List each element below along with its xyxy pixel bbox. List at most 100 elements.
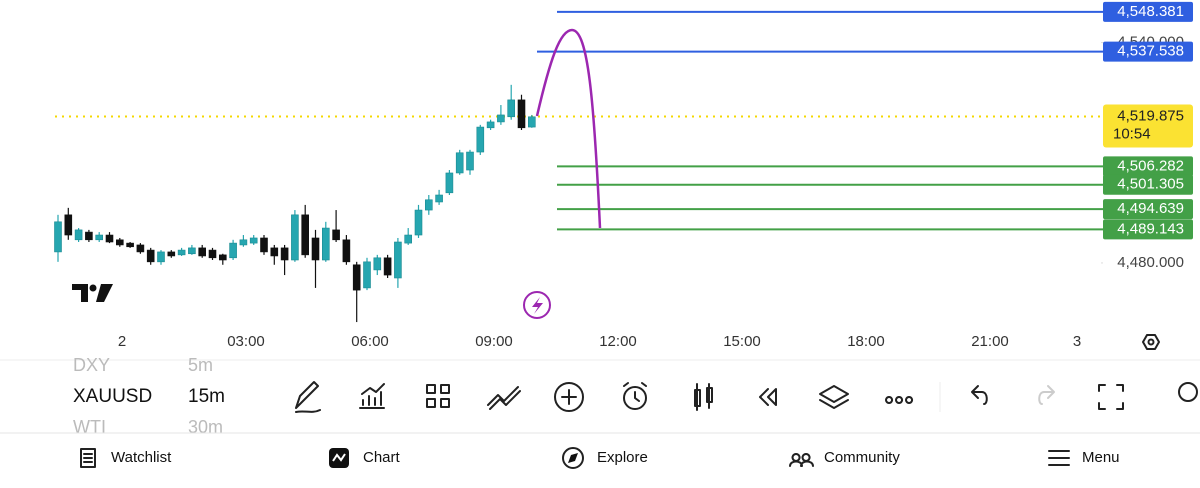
candle-body (260, 237, 268, 253)
axis-settings[interactable] (1142, 334, 1160, 350)
candle-body (466, 151, 474, 171)
bottom-nav: Watchlist Chart Explore Community Menu (80, 447, 1120, 469)
level-tag (1103, 156, 1193, 177)
countdown: 10:54 (1113, 125, 1151, 142)
candle-body (126, 242, 134, 248)
level-tag (1103, 174, 1193, 195)
alert[interactable] (623, 386, 647, 410)
compare[interactable] (487, 386, 521, 410)
candle-body (404, 234, 413, 244)
candle-body (352, 264, 361, 291)
interval[interactable]: 30m (188, 417, 223, 437)
alert-bolt (532, 297, 543, 314)
fullscreen[interactable] (1098, 384, 1124, 410)
drawing-curve[interactable] (535, 28, 602, 229)
candle-body (136, 244, 145, 253)
candle-body (239, 239, 248, 246)
candle-body (198, 247, 206, 257)
candle-body (167, 251, 176, 257)
x-tick-label: 21:00 (971, 333, 1009, 350)
candle-body (95, 234, 103, 241)
layouts[interactable] (426, 384, 450, 408)
candle-body (249, 237, 258, 244)
candle-body (527, 116, 536, 128)
toolbar: DXY 5m XAUUSD 15m WTI 30m (73, 355, 1198, 437)
candle-body (74, 229, 83, 241)
candle-body (280, 247, 289, 261)
alert-hands (623, 382, 647, 402)
nav-item[interactable]: Menu (1082, 449, 1120, 466)
add[interactable] (554, 382, 584, 412)
candle-body (383, 257, 392, 276)
symbol[interactable]: XAUUSD (73, 386, 152, 407)
x-tick-label: 2 (118, 333, 126, 350)
candle-body (435, 194, 443, 203)
level-label: 4,489.143 (1117, 220, 1184, 237)
redo[interactable] (1038, 385, 1055, 405)
community-icon (789, 453, 814, 467)
candle-body (517, 99, 526, 129)
level-label: 4,494.639 (1117, 200, 1184, 217)
symbol[interactable]: WTI (73, 417, 106, 437)
candle-body (219, 254, 227, 261)
level-label: 4,537.538 (1117, 43, 1184, 60)
menu-icon (1048, 450, 1070, 466)
explore-icon (562, 447, 584, 469)
x-tick-label: 03:00 (227, 333, 265, 350)
candle-body (486, 121, 495, 129)
y-tick-label: 4,480.000 (1117, 254, 1184, 271)
candle-body (476, 126, 485, 153)
x-tick-label: 12:00 (599, 333, 637, 350)
objects[interactable] (819, 385, 849, 409)
candle-body (373, 257, 382, 271)
x-tick-label: 09:00 (475, 333, 513, 350)
x-tick-label: 3 (1073, 333, 1081, 350)
nav-item[interactable]: Chart (363, 449, 401, 466)
logo (72, 284, 113, 302)
chart-type[interactable] (694, 383, 713, 411)
x-tick-label: 06:00 (351, 333, 389, 350)
axis-settings-dot (1147, 338, 1155, 346)
level-tag (1103, 219, 1193, 240)
candle-body (85, 231, 93, 241)
replay[interactable] (759, 388, 777, 406)
candle-body (229, 242, 237, 259)
level-label: 4,501.305 (1117, 176, 1184, 193)
candle-body (54, 221, 62, 253)
level-tag (1103, 199, 1193, 220)
draw-tool[interactable] (295, 381, 321, 413)
candle-body (455, 152, 464, 174)
nav-item[interactable]: Community (824, 449, 900, 466)
current-price-tag (1103, 104, 1193, 148)
ideas[interactable] (1178, 382, 1198, 402)
level-label: 4,506.282 (1117, 157, 1184, 174)
add-plus (561, 389, 577, 405)
candle-body (414, 209, 423, 236)
symbol[interactable]: DXY (73, 355, 110, 375)
candle-body (208, 249, 217, 259)
candle-body (146, 249, 155, 263)
candle-body (105, 234, 114, 243)
level-tag (1103, 1, 1193, 22)
undo[interactable] (971, 385, 988, 405)
candle-body (157, 251, 165, 263)
candle-body (270, 247, 279, 257)
candle-body (301, 214, 310, 256)
candle-body (424, 199, 433, 211)
candle-body (497, 114, 505, 123)
nav-item[interactable]: Watchlist (111, 449, 172, 466)
candle-body (507, 99, 516, 118)
more[interactable] (885, 396, 914, 404)
interval[interactable]: 5m (188, 355, 213, 375)
interval[interactable]: 15m (188, 386, 225, 407)
nav-item[interactable]: Explore (597, 449, 648, 466)
candle-body (332, 229, 340, 241)
level-tag (1103, 41, 1193, 62)
candle-body (445, 172, 454, 194)
x-tick-label: 18:00 (847, 333, 885, 350)
candle-body (321, 227, 330, 261)
candle-body (291, 214, 299, 261)
indicators[interactable] (359, 383, 385, 409)
chart: 4,540.0004,480.0004,519.87510:544,548.38… (54, 1, 1193, 350)
